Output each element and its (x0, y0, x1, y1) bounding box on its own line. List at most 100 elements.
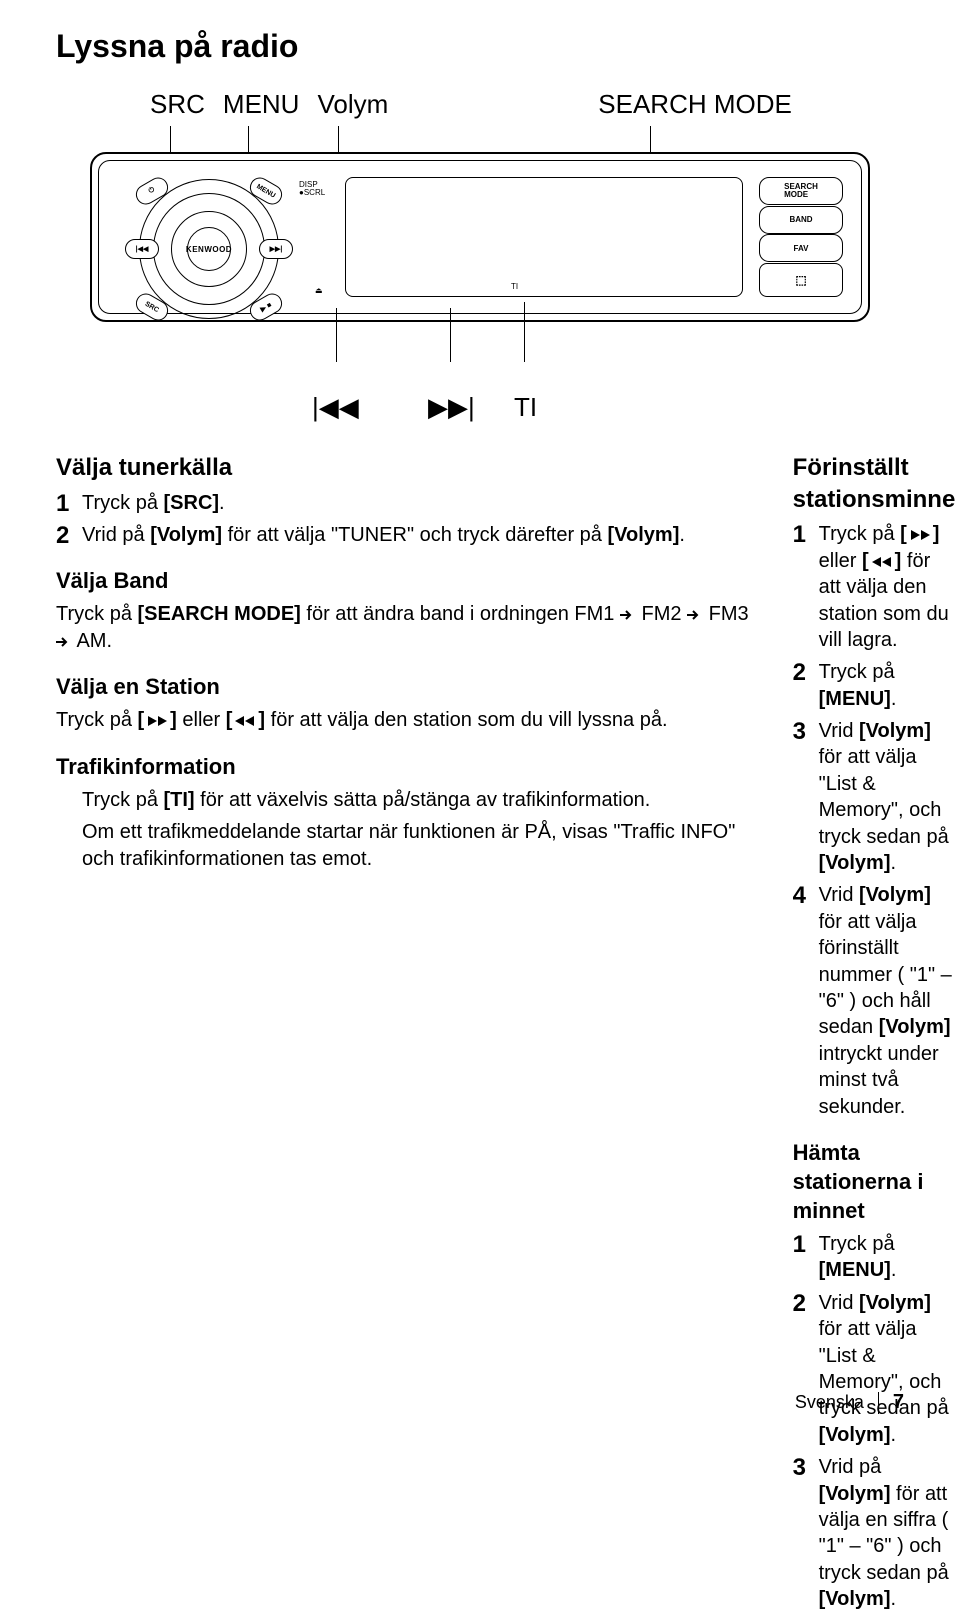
heading-traffic-info: Trafikinformation (56, 752, 749, 781)
btn-ref-ti: [TI] (164, 789, 195, 811)
step-text: Vrid på (82, 524, 150, 546)
heading-preset-memory: Förinställt stationsminne (793, 452, 956, 515)
label-search-mode: SEARCH MODE (598, 89, 792, 119)
label-ti: TI (514, 392, 537, 423)
step-item: 1 Tryck på [MENU]. (793, 1231, 956, 1284)
page-title: Lyssna på radio (56, 28, 904, 65)
unit-ti-label: TI (511, 282, 518, 291)
skip-next-icon (869, 556, 895, 568)
label-next-icon: ▶▶| (428, 392, 475, 423)
step-item: 2 Vrid [Volym] för att välja "List & Mem… (793, 1290, 956, 1448)
text: Tryck på (819, 523, 901, 545)
btn-ref-menu: [MENU] (819, 688, 891, 710)
step-number: 1 (56, 488, 69, 520)
text: FM2 (636, 603, 687, 625)
unit-right-buttons: SEARCH MODE BAND FAV ⬚ (759, 177, 843, 297)
text: Tryck på (56, 709, 138, 731)
btn-ref-prev: [] (900, 523, 939, 545)
text: AM. (72, 630, 112, 652)
step-item: 2 Tryck på [MENU]. (793, 659, 956, 712)
leader-lines-bottom: |◀◀ ▶▶| TI (90, 322, 870, 392)
volume-knob: KENWOOD ⏻ MENU SRC ▶ ■ |◀◀ ▶▶| (139, 179, 279, 319)
btn-ref-volym: [Volym] (819, 852, 891, 874)
page-footer: Svenska 7 (795, 1391, 904, 1414)
label-menu: MENU (223, 89, 300, 120)
text: Vrid (819, 884, 859, 906)
text: . (890, 852, 896, 874)
unit-prev-button: |◀◀ (125, 239, 159, 259)
footer-page-number: 7 (893, 1391, 904, 1414)
text: Tryck på (819, 661, 895, 683)
text: eller (177, 709, 226, 731)
step-item: 4 Vrid [Volym] för att välja förinställt… (793, 882, 956, 1120)
btn-ref-src: [SRC] (164, 492, 220, 514)
text: . (890, 1424, 896, 1446)
unit-screen (345, 177, 743, 297)
step-number: 2 (56, 520, 69, 552)
btn-ref-volym: [Volym] (819, 1483, 891, 1505)
text: . (890, 1588, 896, 1610)
steps-recall-stations: 1 Tryck på [MENU]. 2 Vrid [Volym] för at… (793, 1231, 956, 1612)
text: Vrid (819, 1292, 859, 1314)
heading-select-tuner: Välja tunerkälla (56, 452, 749, 484)
btn-ref-search-mode: [SEARCH MODE] (138, 603, 301, 625)
text: för att välja den station som du vill ly… (265, 709, 667, 731)
unit-fav-button: FAV (759, 234, 843, 262)
skip-prev-icon (144, 715, 170, 727)
footer-divider (878, 1392, 879, 1414)
arrow-right-icon (620, 609, 636, 621)
scrl-label: ●SCRL (299, 189, 325, 197)
left-column: Välja tunerkälla 1 Tryck på [SRC]. 2 Vri… (56, 442, 749, 1619)
text: för att välja "List & Memory", och tryck… (819, 746, 949, 847)
text: Tryck på (819, 1233, 895, 1255)
text: . (891, 1259, 897, 1281)
text: Tryck på (82, 789, 164, 811)
skip-next-icon (232, 715, 258, 727)
diagram-top-labels: SRC MENU Volym SEARCH MODE (90, 89, 870, 120)
step-number: 2 (793, 1288, 806, 1320)
btn-ref-volym: [Volym] (819, 1424, 891, 1446)
text: Tryck på (56, 603, 138, 625)
step-number: 3 (793, 1452, 806, 1484)
btn-ref-menu: [MENU] (819, 1259, 891, 1281)
step-item: 1 Tryck på [] eller [] för att välja den… (793, 521, 956, 653)
radio-diagram: SRC MENU Volym SEARCH MODE KENWOOD ⏻ MEN… (90, 89, 870, 392)
heading-select-band: Välja Band (56, 566, 749, 595)
btn-ref-next: [] (226, 709, 265, 731)
btn-ref-volym: [Volym] (608, 524, 680, 546)
steps-preset-memory: 1 Tryck på [] eller [] för att välja den… (793, 521, 956, 1120)
step-text: Tryck på (82, 492, 164, 514)
label-volym: Volym (317, 89, 388, 120)
step-number: 4 (793, 880, 806, 912)
step-item: 2 Vrid på [Volym] för att välja "TUNER" … (56, 522, 749, 548)
text: . (891, 688, 897, 710)
text: Vrid (819, 720, 859, 742)
unit-band-button: BAND (759, 206, 843, 234)
step-number: 3 (793, 716, 806, 748)
step-text: . (679, 524, 685, 546)
para-select-station: Tryck på [] eller [] för att välja den s… (56, 707, 749, 733)
right-column: Förinställt stationsminne 1 Tryck på [] … (793, 442, 956, 1619)
text: intryckt under minst två sekunder. (819, 1043, 939, 1118)
btn-ref-volym: [Volym] (859, 884, 931, 906)
knob-brand-label: KENWOOD (187, 227, 231, 271)
btn-ref-prev: [] (138, 709, 177, 731)
step-item: 1 Tryck på [SRC]. (56, 490, 749, 516)
step-number: 2 (793, 657, 806, 689)
text: Vrid på (819, 1456, 882, 1478)
disp-scrl-label: DISP ●SCRL (299, 181, 325, 197)
btn-ref-volym: [Volym] (150, 524, 222, 546)
step-text: för att välja "TUNER" och tryck därefter… (222, 524, 607, 546)
para-traffic-2: Om ett trafikmeddelande startar när funk… (82, 819, 749, 872)
btn-ref-volym: [Volym] (879, 1016, 951, 1038)
steps-select-tuner: 1 Tryck på [SRC]. 2 Vrid på [Volym] för … (56, 490, 749, 549)
step-text: . (219, 492, 225, 514)
unit-usb-slot: ⬚ (759, 263, 843, 297)
text: eller (819, 550, 862, 572)
unit-search-mode-button: SEARCH MODE (759, 177, 843, 205)
label-prev-icon: |◀◀ (312, 392, 359, 423)
step-number: 1 (793, 519, 806, 551)
step-item: 3 Vrid [Volym] för att välja "List & Mem… (793, 718, 956, 876)
radio-unit: KENWOOD ⏻ MENU SRC ▶ ■ |◀◀ ▶▶| DISP ●SCR… (90, 152, 870, 322)
step-number: 1 (793, 1229, 806, 1261)
